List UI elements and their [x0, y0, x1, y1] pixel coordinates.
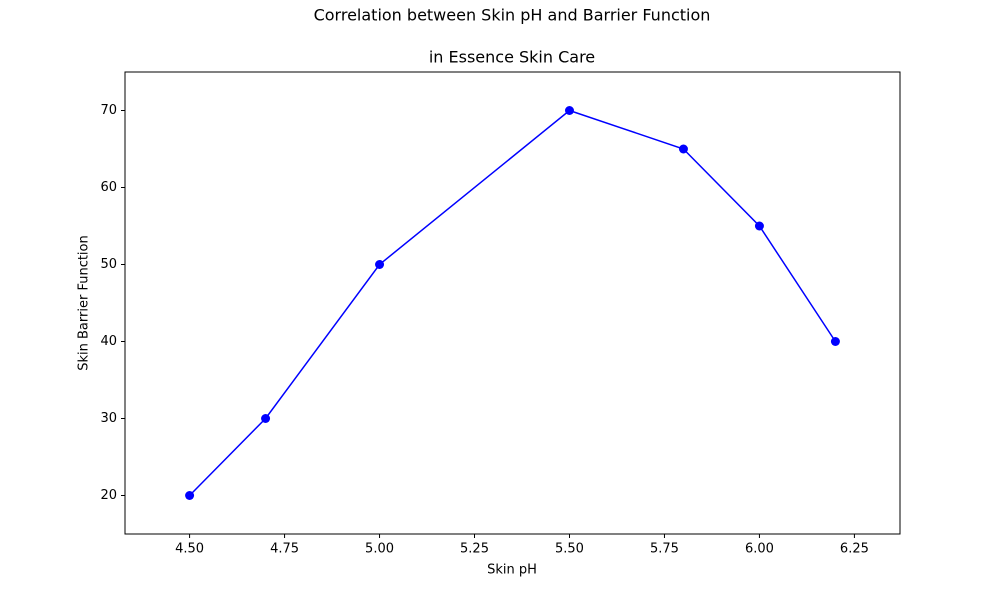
- chart-title: Correlation between Skin pH and Barrier …: [314, 6, 711, 25]
- marker: [185, 491, 195, 500]
- x-axis-label: Skin pH: [487, 563, 537, 578]
- y-axis-label: Skin Barrier Function: [77, 235, 92, 371]
- x-tick-label: 5.00: [365, 542, 394, 557]
- x-tick-label: 6.00: [745, 542, 774, 557]
- y-tick-label: 30: [100, 411, 117, 426]
- x-tick-label: 4.50: [175, 542, 204, 557]
- marker: [375, 260, 385, 269]
- chart-title: in Essence Skin Care: [429, 48, 595, 67]
- marker: [830, 337, 840, 346]
- marker: [678, 144, 688, 154]
- x-tick-label: 6.25: [840, 542, 869, 557]
- marker: [754, 221, 764, 231]
- plot-frame: [124, 71, 901, 535]
- x-tick-label: 4.75: [270, 542, 299, 557]
- y-tick-label: 50: [100, 257, 117, 272]
- y-tick-label: 40: [100, 334, 117, 349]
- y-tick-label: 70: [100, 103, 117, 118]
- x-tick-label: 5.25: [460, 542, 489, 557]
- marker: [261, 414, 271, 423]
- marker: [564, 106, 574, 115]
- x-tick-label: 5.75: [650, 542, 679, 557]
- x-tick-label: 5.50: [555, 542, 584, 557]
- y-tick-label: 60: [100, 180, 117, 195]
- y-tick-label: 20: [100, 488, 117, 503]
